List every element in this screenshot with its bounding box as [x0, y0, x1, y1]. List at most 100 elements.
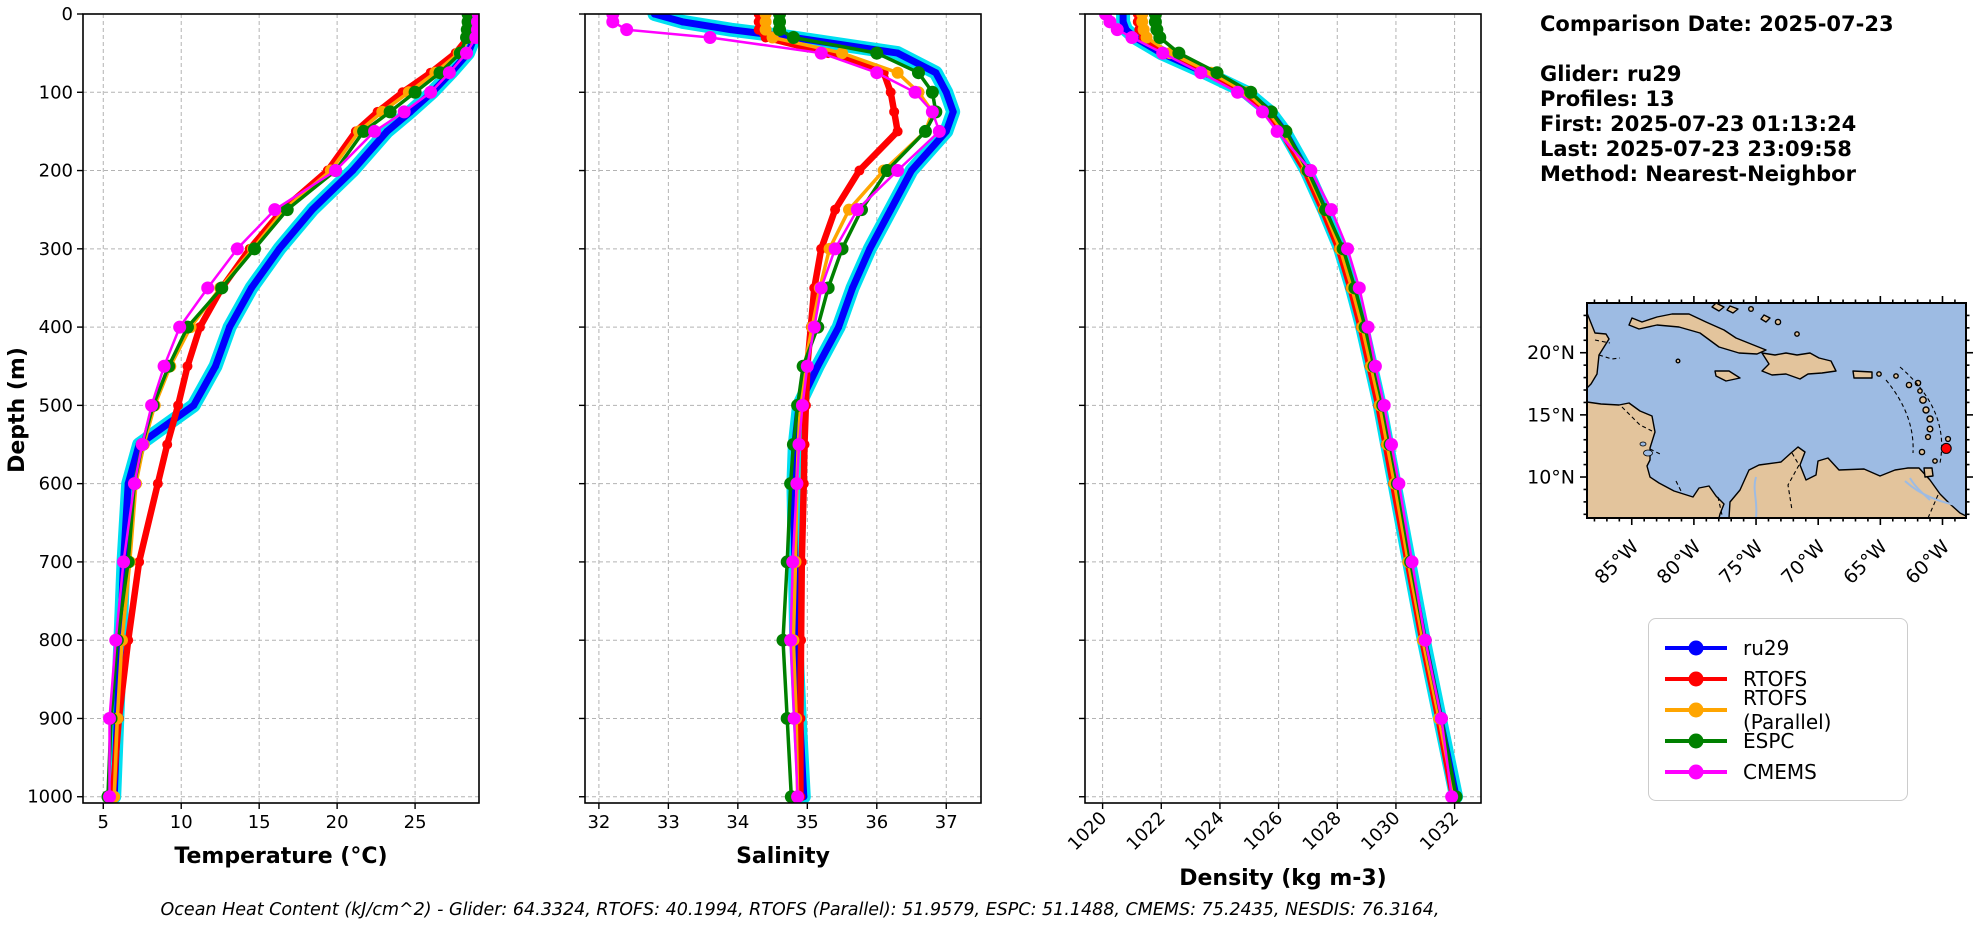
line-ESPC [106, 14, 470, 799]
map-lon-label: 60°W [1901, 536, 1954, 589]
marker-RTOFS [889, 106, 900, 117]
marker-CMEMS [103, 790, 117, 803]
info-panel: Comparison Date: 2025-07-23 Glider: ru29… [1540, 12, 1894, 187]
lake-nicaragua [1643, 449, 1653, 457]
xtick-label: 1028 [1299, 808, 1346, 855]
map-lat-label: 10°N [1527, 467, 1575, 489]
marker-CMEMS [807, 320, 821, 334]
island-barbados [1944, 435, 1952, 443]
marker-CMEMS [792, 438, 806, 452]
line-ESPC [1153, 14, 1458, 799]
marker-RTOFS [173, 400, 184, 411]
xtick-label: 1032 [1416, 808, 1463, 855]
marker-ru29 [866, 245, 874, 253]
marker-ESPC [460, 30, 474, 44]
marker-CMEMS [1352, 281, 1366, 295]
marker-ru29 [887, 206, 895, 214]
marker-RTOFS [830, 204, 841, 215]
legend-item-rtofs: RTOFS [1665, 663, 1891, 694]
xtick-label: 37 [935, 812, 958, 833]
map-land [1586, 302, 1967, 519]
marker-CMEMS [620, 23, 634, 37]
marker-CMEMS [1255, 105, 1269, 119]
marker-CMEMS [606, 15, 620, 29]
river-magdalena [1753, 476, 1758, 519]
marker-RTOFS (Parallel) [891, 66, 904, 79]
ru29-line-swatch [1665, 640, 1727, 655]
island-virgin [1876, 371, 1882, 377]
island-anguilla [1893, 373, 1899, 379]
marker-ESPC [880, 164, 894, 178]
legend-label-cmems: CMEMS [1743, 759, 1817, 784]
marker-CMEMS [230, 242, 244, 256]
marker-CMEMS [135, 438, 149, 452]
marker-CMEMS [1324, 203, 1338, 217]
island-bahamas5 [1774, 318, 1782, 326]
marker-CMEMS [814, 46, 828, 60]
land-hispaniola [1761, 352, 1837, 380]
marker-ESPC [911, 66, 925, 80]
ytick-label: 0 [62, 4, 73, 25]
marker-ru29 [949, 108, 957, 116]
marker-CMEMS [1418, 633, 1432, 647]
marker-ru29 [650, 14, 658, 18]
map-lat-label: 15°N [1527, 404, 1575, 426]
legend-label-ru29: ru29 [1743, 635, 1790, 660]
marker-CMEMS [932, 124, 946, 138]
marker-CMEMS [145, 398, 159, 412]
marker-CMEMS [1361, 320, 1375, 334]
marker-ru29 [190, 401, 198, 409]
marker-ESPC [1210, 66, 1224, 80]
marker-CMEMS [784, 633, 798, 647]
ytick-label: 600 [39, 474, 73, 495]
land-central-america [1586, 401, 1725, 519]
marker-CMEMS [870, 66, 884, 80]
xlabel-temperature: Temperature (°C) [174, 844, 387, 869]
marker-ru29 [848, 284, 856, 292]
xtick-label: 1020 [1064, 808, 1111, 855]
marker-CMEMS [800, 359, 814, 373]
panel-temperature: 5 10 15 20 25 0 100 200 300 400 500 600 700 800 900 100… [27, 4, 480, 869]
marker-CMEMS [908, 85, 922, 99]
xtick-label: 32 [587, 812, 610, 833]
map-frame [1586, 302, 1967, 519]
land-bahamas2 [1726, 305, 1739, 314]
method-text: Method: Nearest-Neighbor [1540, 162, 1856, 186]
marker-CMEMS [1270, 124, 1284, 138]
frame-density [1084, 13, 1482, 804]
xtick-label: 5 [98, 812, 109, 833]
profiles-text: Profiles: 13 [1540, 87, 1675, 111]
marker-ESPC [1153, 30, 1167, 44]
ytick-label: 400 [39, 317, 73, 338]
marker-CMEMS [790, 477, 804, 491]
marker-RTOFS [152, 478, 163, 489]
island-bahamas4 [1747, 306, 1754, 313]
marker-ru29 [894, 49, 902, 57]
marker-RTOFS [854, 165, 865, 176]
marker-ESPC [773, 23, 787, 37]
land-puerto-rico [1852, 370, 1873, 379]
island-dominica [1922, 406, 1930, 414]
rtofs-parallel-line-swatch [1665, 702, 1727, 717]
marker-ru29 [383, 127, 391, 135]
marker-CMEMS [1434, 711, 1448, 725]
river-orinoco [1904, 480, 1967, 508]
marker-ru29 [942, 88, 950, 96]
map-lon-label: 65°W [1839, 536, 1892, 589]
ru29-dot-swatch [1688, 640, 1704, 655]
map-country-borders [1594, 339, 1943, 519]
comparison-date-text: Comparison Date: 2025-07-23 [1540, 12, 1894, 36]
map-lon-label: 80°W [1653, 536, 1706, 589]
xtick-label: 1030 [1357, 808, 1404, 855]
map-lon-label: 85°W [1591, 536, 1644, 589]
marker-CMEMS [103, 711, 117, 725]
legend-item-ru29: ru29 [1665, 632, 1891, 663]
espc-line-swatch [1665, 733, 1727, 748]
map-ticks [1580, 296, 1973, 525]
glider-position-marker [1940, 442, 1952, 454]
marker-ru29 [226, 323, 234, 331]
marker-CMEMS [173, 320, 187, 334]
map-lon-label: 70°W [1777, 536, 1830, 589]
ticks-salinity [579, 13, 947, 809]
marker-ESPC [408, 85, 422, 99]
